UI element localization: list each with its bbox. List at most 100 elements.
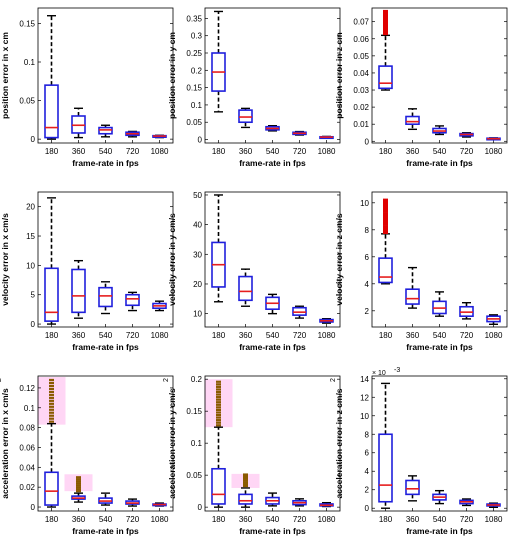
- box-1080: [486, 314, 501, 325]
- y-tick-label: 0.15: [186, 407, 202, 416]
- y-tick-label: 0.04: [353, 69, 369, 78]
- box-180: [211, 10, 226, 113]
- x-tick-label: 720: [293, 147, 307, 156]
- box-540: [98, 124, 113, 138]
- x-tick-label: 1080: [318, 331, 336, 340]
- x-axis-label: frame-rate in fps: [406, 342, 473, 352]
- y-tick-label: 0.1: [24, 58, 36, 67]
- x-axis-label: frame-rate in fps: [406, 526, 473, 536]
- x-tick-label: 180: [379, 147, 393, 156]
- y-axis-label: acceleration error in x cm/s: [0, 388, 10, 499]
- y-tick-label: 6: [365, 449, 370, 458]
- x-tick-label: 720: [126, 331, 140, 340]
- y-axis-label: acceleration error in y cm/s: [167, 388, 177, 499]
- x-axis-label: frame-rate in fps: [239, 526, 306, 536]
- box-180: [44, 15, 59, 140]
- y-axis-label: velocity error in y cm/s: [167, 213, 177, 306]
- y-axis-label: velocity error in x cm/s: [0, 213, 10, 306]
- y-tick-label: 0.07: [353, 18, 369, 27]
- box-iqr: [238, 109, 253, 124]
- box-360: [238, 268, 253, 307]
- box-360: [71, 259, 86, 319]
- y-tick-label: 0.05: [19, 97, 35, 106]
- box-720: [292, 305, 307, 319]
- y-tick-label: 10: [360, 199, 369, 208]
- x-tick-label: 1080: [485, 515, 503, 524]
- y-tick-label: 14: [360, 375, 369, 384]
- box-360: [405, 266, 420, 309]
- y-tick-label: 0.15: [19, 19, 35, 28]
- x-axis-label: frame-rate in fps: [239, 342, 306, 352]
- y-tick-label: 0.01: [353, 120, 369, 129]
- box-720: [125, 498, 140, 507]
- box-iqr: [405, 288, 420, 305]
- x-tick-label: 360: [406, 515, 420, 524]
- x-tick-label: 540: [266, 331, 280, 340]
- y-axis-label: position error in y cm: [167, 32, 177, 119]
- y-tick-label: 0.05: [186, 471, 202, 480]
- x-tick-label: 540: [433, 331, 447, 340]
- y-tick-label: 0: [31, 503, 36, 512]
- y-axis-label: velocity error in z cm/s: [334, 213, 344, 305]
- box-1080: [152, 300, 167, 312]
- y-tick-label: 0.05: [186, 118, 202, 127]
- x-tick-label: 180: [212, 147, 226, 156]
- y-tick-label: 10: [26, 261, 35, 270]
- box-360: [71, 476, 86, 503]
- y-tick-label: 0: [198, 503, 203, 512]
- y-tick-label: 2: [365, 486, 370, 495]
- box-iqr: [98, 286, 113, 308]
- x-axis-label: frame-rate in fps: [72, 526, 139, 536]
- y-tick-label: 0.06: [353, 35, 369, 44]
- box-1080: [486, 137, 501, 141]
- x-tick-label: 720: [126, 147, 140, 156]
- box-iqr: [378, 257, 393, 284]
- y-tick-label: 0.2: [191, 66, 203, 75]
- x-axis-label: frame-rate in fps: [72, 158, 139, 168]
- y-tick-label: 20: [193, 280, 202, 289]
- y-tick-label: 8: [365, 226, 370, 235]
- y-tick-label: 0: [198, 136, 203, 145]
- y-axis-label-superscript: 2: [330, 378, 337, 382]
- x-tick-label: 360: [72, 515, 86, 524]
- y-axis-exponent: × 10: [372, 370, 386, 377]
- chart-panel-pos-x: 0 0.05 0.1 0.15 180 360 540 720 1080 frame-rate i…: [0, 7, 174, 168]
- y-tick-label: 0.35: [186, 14, 202, 23]
- y-tick-label: 0.1: [191, 439, 203, 448]
- y-tick-label: 0.3: [191, 32, 203, 41]
- x-axis-label: frame-rate in fps: [239, 158, 306, 168]
- box-iqr: [44, 267, 59, 322]
- box-iqr: [405, 115, 420, 126]
- y-tick-label: 20: [26, 203, 35, 212]
- y-tick-label: 40: [193, 221, 202, 230]
- box-180: [44, 378, 59, 508]
- box-iqr: [378, 433, 393, 503]
- box-iqr: [378, 65, 393, 90]
- y-tick-label: 0.15: [186, 84, 202, 93]
- y-tick-label: 10: [360, 412, 369, 421]
- box-540: [265, 492, 280, 507]
- box-360: [405, 475, 420, 502]
- y-tick-label: 12: [360, 393, 369, 402]
- y-tick-label: 0.04: [19, 463, 35, 472]
- x-tick-label: 1080: [318, 147, 336, 156]
- y-tick-label: 0: [365, 137, 370, 146]
- box-540: [432, 489, 447, 505]
- x-tick-label: 180: [45, 147, 59, 156]
- y-axis-label: position error in x cm: [0, 32, 10, 119]
- box-540: [265, 293, 280, 315]
- box-360: [405, 108, 420, 131]
- box-540: [432, 291, 447, 317]
- chart-panel-pos-z: 0 0.01 0.02 0.03 0.04 0.05 0.06 0.07 180 360 540 72…: [334, 7, 508, 168]
- chart-panel-vel-x: 0 5 10 15 20 180 360 540 720 1080 frame-rate in fp…: [0, 191, 174, 352]
- y-tick-label: 0: [365, 504, 370, 513]
- x-tick-label: 180: [212, 515, 226, 524]
- box-720: [459, 498, 474, 507]
- x-tick-label: 360: [239, 147, 253, 156]
- x-tick-label: 1080: [151, 515, 169, 524]
- chart-panel-acc-z: 0 2 4 6 8 10 12 14 180 360 540 720 1080 frame-rate in…: [330, 367, 508, 536]
- x-tick-label: 720: [293, 331, 307, 340]
- y-tick-label: 15: [26, 232, 35, 241]
- box-180: [211, 380, 226, 508]
- y-tick-label: 0.08: [19, 424, 35, 433]
